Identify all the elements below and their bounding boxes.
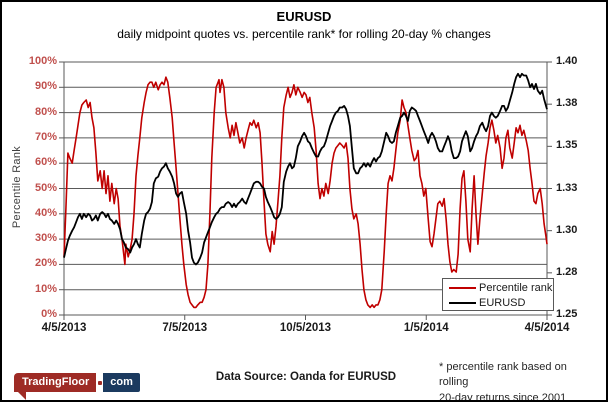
chart-legend: Percentile rank EURUSD — [442, 278, 554, 311]
left-axis-tick-20%: 20% — [34, 257, 57, 270]
left-axis-tick-30%: 30% — [34, 232, 57, 245]
x-axis-tick-1/5/2014: 1/5/2014 — [403, 322, 449, 334]
legend-label-percentile-rank: Percentile rank — [479, 281, 553, 294]
tradingfloor-logo[interactable]: TradingFloor com — [14, 373, 140, 400]
chart-subtitle: daily midpoint quotes vs. percentile ran… — [117, 27, 491, 41]
left-axis-tick-80%: 80% — [34, 105, 57, 118]
footnote-line-2: 20-day returns since 2001 — [439, 391, 567, 402]
footnote-line-1: * percentile rank based on rolling — [439, 361, 567, 389]
footnote: * percentile rank based on rolling 20-da… — [439, 360, 599, 402]
left-axis-tick-100%: 100% — [28, 55, 57, 67]
logo-dot-icon — [97, 380, 102, 385]
percentile-rank-line — [63, 76, 548, 309]
logo-speech-tail — [18, 392, 26, 400]
data-source-text: Data Source: Oanda for EURUSD — [215, 371, 397, 383]
legend-item-eurusd: EURUSD — [449, 295, 553, 310]
right-axis-tick-1.38: 1.38 — [556, 97, 578, 110]
left-axis-tick-90%: 90% — [34, 80, 57, 93]
left-axis-tick-0%: 0% — [41, 308, 57, 320]
right-axis-tick-1.25: 1.25 — [556, 308, 578, 320]
legend-item-percentile-rank: Percentile rank — [449, 280, 553, 295]
left-axis-tick-50%: 50% — [34, 181, 57, 194]
x-axis-tick-10/5/2013: 10/5/2013 — [279, 322, 332, 334]
right-axis-tick-1.35: 1.35 — [556, 139, 578, 152]
left-axis-tick-60%: 60% — [34, 156, 57, 169]
eurusd-line — [63, 72, 548, 266]
x-axis-tick-4/5/2013: 4/5/2013 — [41, 322, 87, 334]
logo-com-text: com — [103, 373, 140, 392]
percentile-rank-line-swatch — [449, 286, 476, 289]
left-axis-tick-10%: 10% — [34, 282, 57, 295]
left-axis-tick-70%: 70% — [34, 130, 57, 143]
logo-separator — [96, 373, 104, 392]
x-axis-tick-7/5/2013: 7/5/2013 — [162, 322, 208, 334]
eurusd-line-swatch — [449, 301, 476, 304]
right-axis-tick-1.40: 1.40 — [556, 55, 578, 67]
left-axis-tick-40%: 40% — [34, 206, 57, 219]
right-axis-tick-1.28: 1.28 — [556, 265, 578, 278]
right-axis-tick-1.30: 1.30 — [556, 223, 578, 236]
right-axis-tick-1.33: 1.33 — [556, 181, 578, 194]
logo-tradingfloor-text: TradingFloor — [14, 373, 97, 392]
plot-area — [59, 61, 552, 320]
legend-label-eurusd: EURUSD — [479, 296, 526, 309]
chart-title: EURUSD — [276, 9, 332, 24]
x-axis-tick-4/5/2014: 4/5/2014 — [524, 322, 570, 334]
